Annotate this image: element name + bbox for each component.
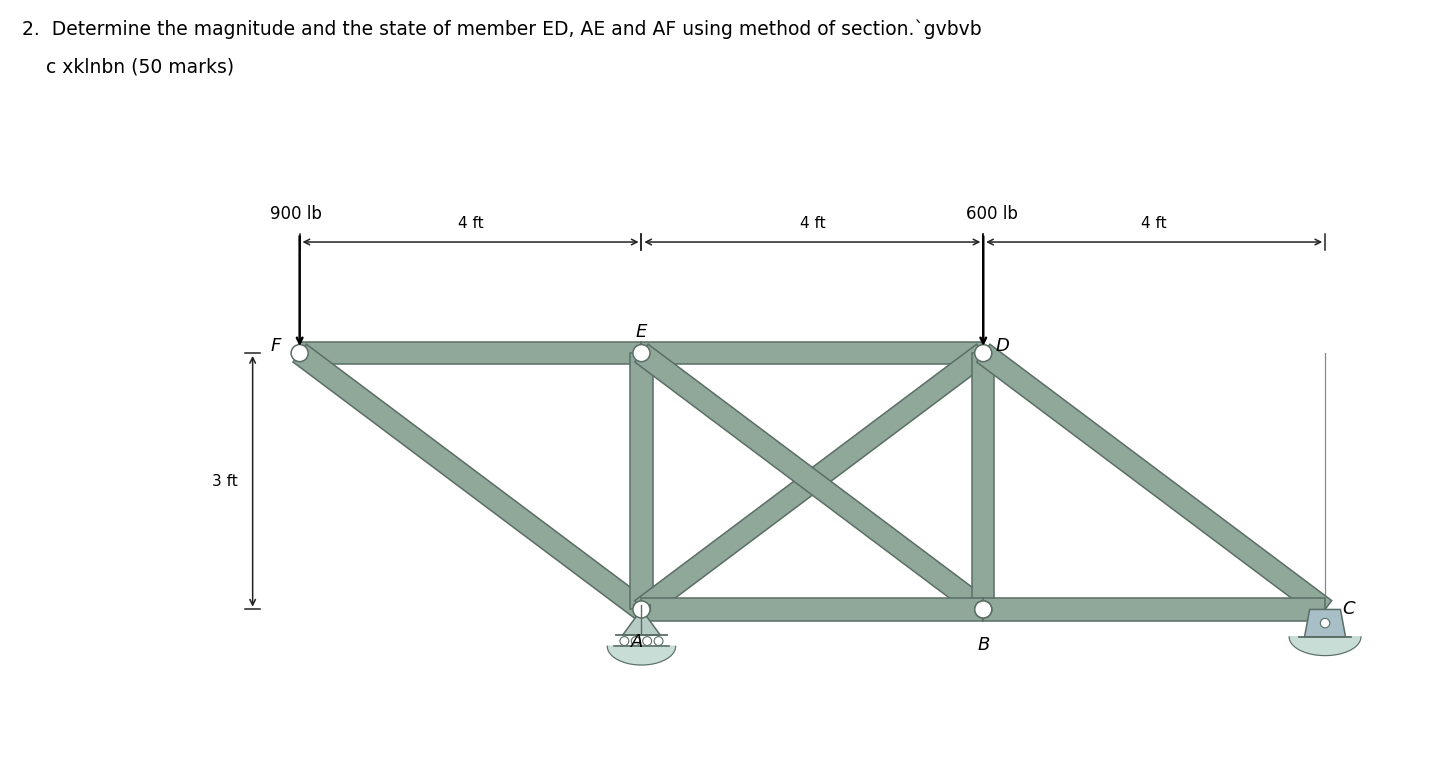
Circle shape	[291, 344, 309, 362]
Text: E: E	[636, 323, 646, 341]
Text: 900 lb: 900 lb	[269, 205, 322, 223]
Circle shape	[632, 636, 641, 645]
Polygon shape	[623, 610, 660, 635]
Polygon shape	[983, 598, 1325, 620]
Text: F: F	[271, 338, 281, 355]
Polygon shape	[300, 342, 642, 364]
Circle shape	[974, 344, 992, 362]
Text: 4 ft: 4 ft	[1142, 216, 1166, 231]
Text: 600 lb: 600 lb	[967, 205, 1018, 223]
Text: 4 ft: 4 ft	[799, 216, 826, 231]
Polygon shape	[977, 344, 1332, 618]
Text: 2.  Determine the magnitude and the state of member ED, AE and AF using method o: 2. Determine the magnitude and the state…	[22, 19, 981, 39]
Text: B: B	[977, 636, 990, 655]
Circle shape	[633, 601, 649, 618]
Circle shape	[633, 344, 649, 362]
Text: 3 ft: 3 ft	[211, 474, 237, 488]
Polygon shape	[1289, 637, 1361, 655]
Circle shape	[642, 636, 652, 645]
Circle shape	[1321, 619, 1329, 628]
Text: 4 ft: 4 ft	[457, 216, 483, 231]
Polygon shape	[973, 353, 994, 610]
Polygon shape	[630, 353, 652, 610]
Polygon shape	[635, 344, 990, 618]
Polygon shape	[642, 598, 983, 620]
Polygon shape	[1305, 610, 1345, 637]
Text: D: D	[994, 338, 1009, 355]
Polygon shape	[633, 604, 649, 611]
Polygon shape	[293, 344, 648, 618]
Circle shape	[654, 636, 662, 645]
Polygon shape	[607, 646, 676, 665]
Polygon shape	[635, 344, 990, 618]
Text: C: C	[1342, 600, 1356, 619]
Circle shape	[620, 636, 629, 645]
Circle shape	[974, 601, 992, 618]
Text: A: A	[630, 633, 644, 651]
Circle shape	[974, 601, 992, 618]
Polygon shape	[642, 342, 983, 364]
Text: c xklnbn (50 marks): c xklnbn (50 marks)	[22, 57, 234, 76]
